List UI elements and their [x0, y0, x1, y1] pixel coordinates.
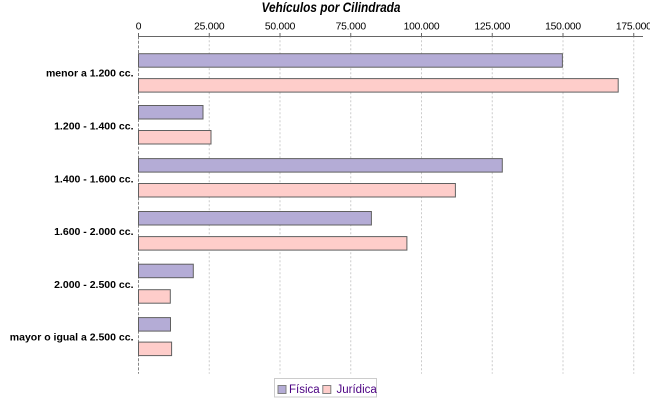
- svg-text:125.000: 125.000: [474, 21, 510, 32]
- svg-text:1.400 - 1.600 cc.: 1.400 - 1.600 cc.: [54, 173, 133, 185]
- svg-text:mayor o igual a 2.500 cc.: mayor o igual a 2.500 cc.: [10, 332, 134, 344]
- svg-text:Vehículos por Cilindrada: Vehículos por Cilindrada: [262, 0, 401, 15]
- svg-text:1.200 - 1.400 cc.: 1.200 - 1.400 cc.: [54, 121, 133, 133]
- svg-text:150.000: 150.000: [545, 21, 581, 32]
- svg-text:25.000: 25.000: [194, 21, 225, 32]
- svg-text:2.000 - 2.500 cc.: 2.000 - 2.500 cc.: [54, 279, 133, 291]
- svg-text:50.000: 50.000: [265, 21, 296, 32]
- svg-text:75.000: 75.000: [336, 21, 367, 32]
- svg-text:100.000: 100.000: [404, 21, 440, 32]
- svg-text:0: 0: [136, 21, 142, 32]
- svg-text:1.600 - 2.000 cc.: 1.600 - 2.000 cc.: [54, 226, 133, 238]
- svg-text:Física: Física: [289, 384, 320, 396]
- svg-text:175.000: 175.000: [616, 21, 650, 32]
- svg-text:menor a 1.200 cc.: menor a 1.200 cc.: [46, 68, 134, 80]
- svg-text:Jurídica: Jurídica: [337, 384, 378, 396]
